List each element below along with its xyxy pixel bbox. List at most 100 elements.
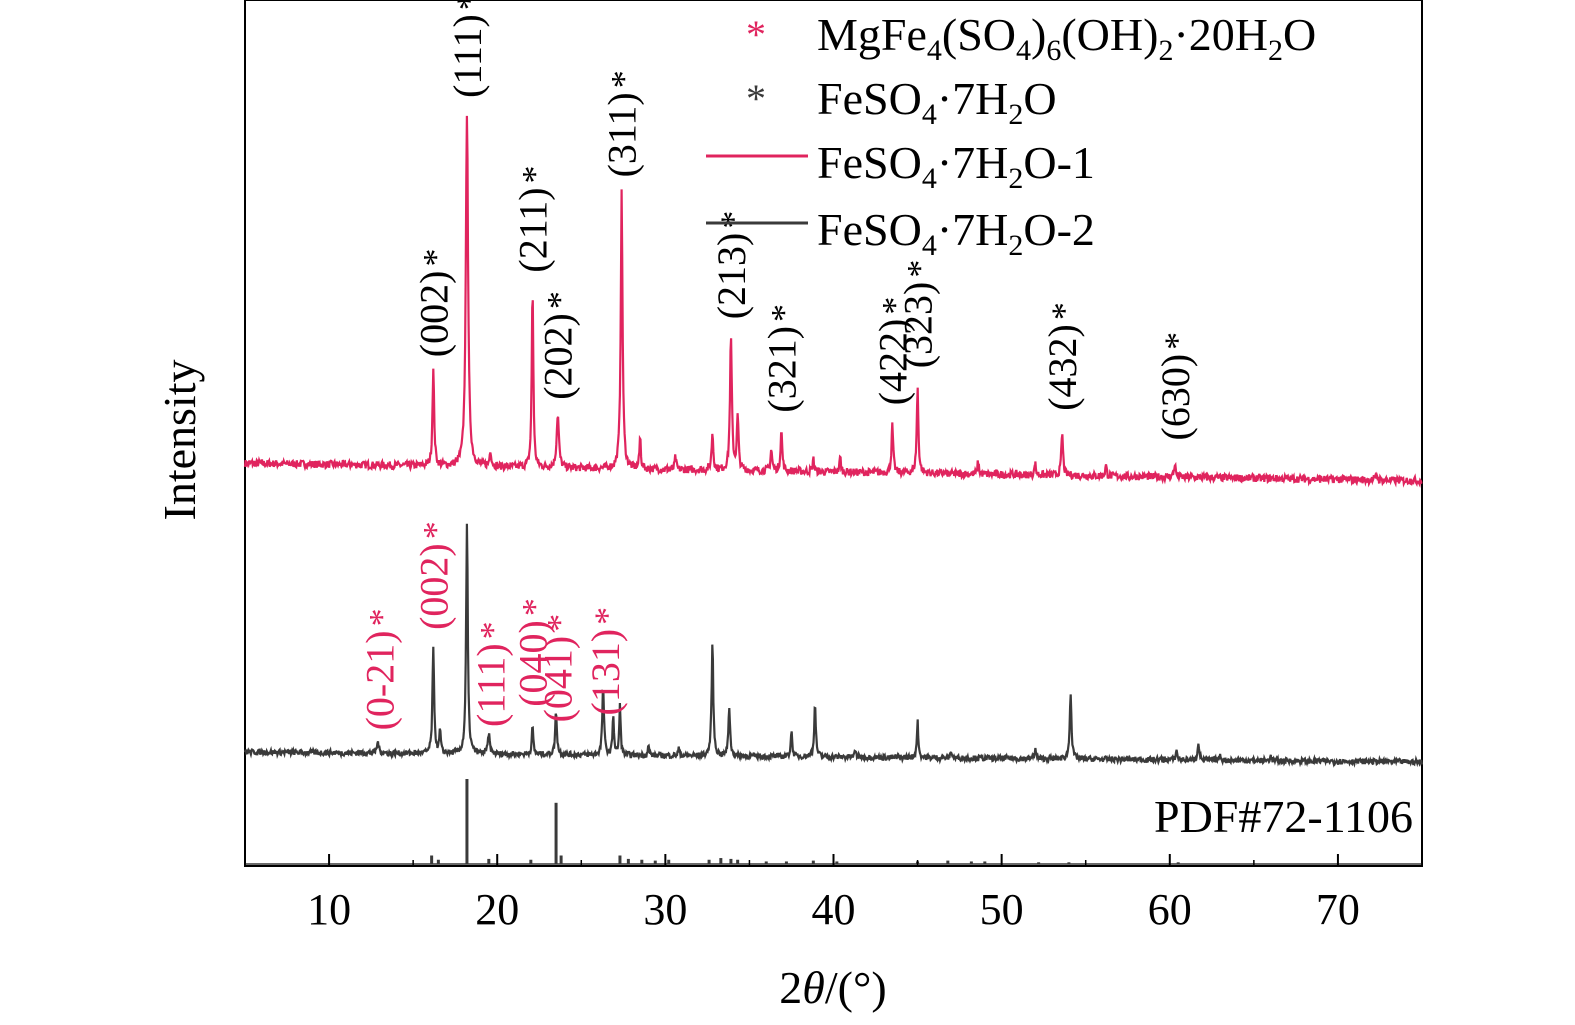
legend-text: ·7H xyxy=(937,73,1009,124)
legend-text: MgFe xyxy=(817,9,927,60)
legend-text: O-1 xyxy=(1023,137,1095,188)
peak-hkl: (002) xyxy=(411,543,456,630)
legend-text: ) xyxy=(1031,9,1046,60)
peak-label: (323) * xyxy=(896,260,941,369)
legend-subscript: 6 xyxy=(1046,34,1061,67)
x-axis-ticks: 10 20 30 40 50 60 70 xyxy=(244,854,1423,934)
peak-star: * xyxy=(763,304,803,322)
x-axis-label: 2θ/(°) xyxy=(779,962,886,1013)
peak-star: * xyxy=(587,607,627,625)
peak-star: * xyxy=(515,598,555,616)
peak-star: * xyxy=(540,291,580,309)
peak-label: (630) * xyxy=(1153,332,1198,441)
plot-frame xyxy=(244,0,1423,867)
peak-label: (111) * xyxy=(469,621,514,727)
x-tick-label: 10 xyxy=(307,885,351,934)
peak-hkl: (422) xyxy=(870,319,915,406)
peak-star: * xyxy=(900,260,940,278)
x-tick-label: 40 xyxy=(812,885,856,934)
x-axis-label-suffix: /(°) xyxy=(825,962,887,1013)
legend: * MgFe4(SO4)6(OH)2·20H2O* FeSO4·7H2OFeSO4·… xyxy=(706,9,1316,262)
x-axis-label-theta: θ xyxy=(802,962,825,1013)
peak-hkl: (041) xyxy=(536,636,581,723)
peak-star: * xyxy=(415,521,455,539)
peak-hkl: (321) xyxy=(759,326,804,413)
peak-label: (131) * xyxy=(583,607,628,716)
legend-subscript: 4 xyxy=(922,162,937,195)
peak-hkl: (630) xyxy=(1153,354,1198,441)
peak-hkl: (311) xyxy=(600,92,645,177)
peak-hkl: (002) xyxy=(411,271,456,358)
legend-marker: * xyxy=(746,12,766,57)
legend-subscript: 4 xyxy=(1016,34,1031,67)
peak-label: (041) * xyxy=(536,614,581,723)
reference-label: PDF#72-1106 xyxy=(1154,791,1413,842)
series-line-feso4-7h2o-1 xyxy=(243,115,1423,488)
peak-label: (311) * xyxy=(600,70,645,177)
peak-label: (002) * xyxy=(411,521,456,630)
y-axis-label: Intensity xyxy=(154,360,205,521)
peak-label: (0-21) * xyxy=(358,608,403,730)
peak-label: (422) * xyxy=(870,297,915,406)
legend-subscript: 2 xyxy=(1008,229,1023,262)
peak-label: (040) * xyxy=(511,598,556,707)
peak-labels-bottom: (0-21)* (002)*(111)*(040)*(041)*(131)* xyxy=(358,521,628,730)
peak-labels-top: (002)*(111)*(211)*(202)*(311)*(213)*(321… xyxy=(411,0,1198,441)
legend-subscript: 2 xyxy=(1008,162,1023,195)
legend-label: FeSO4·7H2O xyxy=(817,73,1057,131)
legend-text: FeSO xyxy=(817,137,922,188)
peak-star: * xyxy=(604,70,644,88)
peak-star: * xyxy=(540,614,580,632)
legend-marker: * xyxy=(746,76,766,121)
legend-label: FeSO4·7H2O-2 xyxy=(817,204,1095,262)
peak-label: (211) * xyxy=(511,165,556,272)
x-tick-label: 70 xyxy=(1316,885,1360,934)
legend-text: (SO xyxy=(942,9,1016,60)
peak-label: (202) * xyxy=(536,291,581,400)
peak-hkl: (323) xyxy=(896,282,941,369)
legend-subscript: 2 xyxy=(1008,98,1023,131)
legend-subscript: 4 xyxy=(922,98,937,131)
peak-hkl: (202) xyxy=(536,313,581,400)
legend-text: O xyxy=(1023,73,1056,124)
peak-hkl: (111) xyxy=(445,14,490,98)
peak-hkl: (432) xyxy=(1040,324,1085,411)
peak-star: * xyxy=(1157,332,1197,350)
peak-hkl: (131) xyxy=(583,629,628,716)
peak-hkl: (0-21) xyxy=(358,630,403,730)
legend-text: ·7H xyxy=(937,204,1009,255)
peak-label: (213) * xyxy=(709,211,754,320)
legend-subscript: 4 xyxy=(927,34,942,67)
peak-hkl: (211) xyxy=(511,187,556,272)
peak-star: * xyxy=(415,249,455,267)
peak-star: * xyxy=(515,165,555,183)
peak-star: * xyxy=(713,211,753,229)
legend-subscript: 2 xyxy=(1158,34,1173,67)
x-tick-label: 20 xyxy=(475,885,519,934)
peak-star: * xyxy=(449,0,489,10)
peak-label: (111) * xyxy=(445,0,490,98)
legend-text: ·20H xyxy=(1173,9,1268,60)
peak-label: (432) * xyxy=(1040,302,1085,411)
x-axis-label-prefix: 2 xyxy=(779,962,802,1013)
peak-star: * xyxy=(874,297,914,315)
legend-label: MgFe4(SO4)6(OH)2·20H2O xyxy=(817,9,1316,67)
peak-star: * xyxy=(1044,302,1084,320)
peak-star: * xyxy=(473,621,513,639)
legend-text: O-2 xyxy=(1023,204,1095,255)
peak-label: (002) * xyxy=(411,249,456,358)
legend-text: FeSO xyxy=(817,73,922,124)
peak-hkl: (111) xyxy=(469,643,514,727)
legend-text: ·7H xyxy=(937,137,1009,188)
peak-hkl: (040) xyxy=(511,620,556,707)
legend-text: O xyxy=(1283,9,1316,60)
series-line-feso4-7h2o-2 xyxy=(243,523,1424,768)
x-tick-label: 60 xyxy=(1148,885,1192,934)
peak-hkl: (213) xyxy=(709,233,754,320)
peak-label: (321) * xyxy=(759,304,804,413)
x-tick-label: 30 xyxy=(643,885,687,934)
legend-subscript: 4 xyxy=(922,229,937,262)
legend-text: FeSO xyxy=(817,204,922,255)
legend-text: (OH) xyxy=(1061,9,1158,60)
